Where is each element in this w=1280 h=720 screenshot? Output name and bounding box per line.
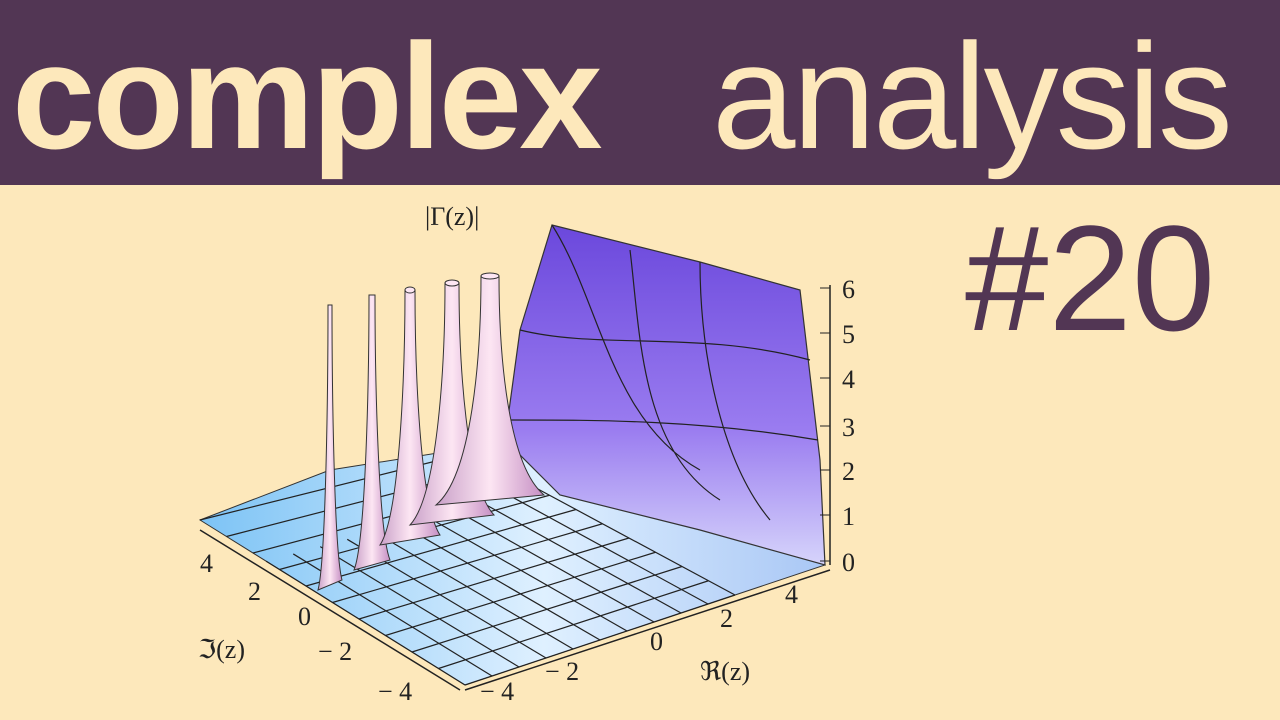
x-axis — [464, 569, 831, 691]
title-light: analysis — [712, 12, 1230, 180]
z-tick-label: 1 — [842, 502, 855, 531]
pole-rim — [404, 286, 416, 294]
grid-line — [265, 560, 466, 686]
y-tick-label: − 2 — [318, 637, 352, 666]
y-axis — [199, 529, 461, 691]
z-tick-label: 6 — [842, 275, 855, 304]
x-tick-label: − 2 — [545, 657, 579, 686]
grid-line — [464, 594, 736, 686]
grid-line — [319, 546, 520, 668]
grid-line — [481, 502, 682, 614]
title-bold: complex — [12, 12, 602, 180]
z-tick-label: 2 — [842, 457, 855, 486]
header-bar — [0, 0, 1280, 185]
grid-line — [438, 580, 709, 670]
z-tick-label: 3 — [842, 413, 855, 442]
grid-line — [385, 551, 656, 637]
grid-line — [508, 494, 709, 605]
grid-line — [427, 516, 628, 632]
z-axis-label: |Γ(z)| — [425, 202, 479, 231]
y-tick-label: − 4 — [378, 677, 412, 706]
pole — [353, 294, 391, 571]
y-axis-label: ℑ(z) — [198, 635, 245, 664]
y-tick-label: 2 — [248, 577, 261, 606]
grid-line — [373, 531, 574, 650]
grid-line — [358, 537, 630, 620]
pole-rim — [480, 272, 500, 280]
y-tick-label: 4 — [200, 549, 213, 578]
grid-line — [400, 524, 601, 641]
episode-number: #20 — [965, 194, 1215, 362]
x-tick-label: 0 — [650, 627, 663, 656]
x-axis-label: ℜ(z) — [700, 657, 750, 686]
z-tick-label: 5 — [842, 320, 855, 349]
grid-line — [411, 565, 683, 653]
pole — [317, 304, 343, 591]
grid-line — [535, 487, 736, 596]
x-tick-label: 4 — [785, 580, 798, 609]
x-tick-label: 2 — [720, 604, 733, 633]
x-tick-label: − 4 — [480, 677, 514, 706]
grid-line — [454, 509, 655, 623]
poles — [317, 272, 546, 591]
z-tick-label: 0 — [842, 548, 855, 577]
wall-grid — [509, 224, 819, 521]
z-tick-label: 4 — [842, 365, 855, 394]
pole-rim — [444, 279, 460, 287]
surface-wall — [504, 224, 826, 566]
y-tick-label: 0 — [298, 602, 311, 631]
